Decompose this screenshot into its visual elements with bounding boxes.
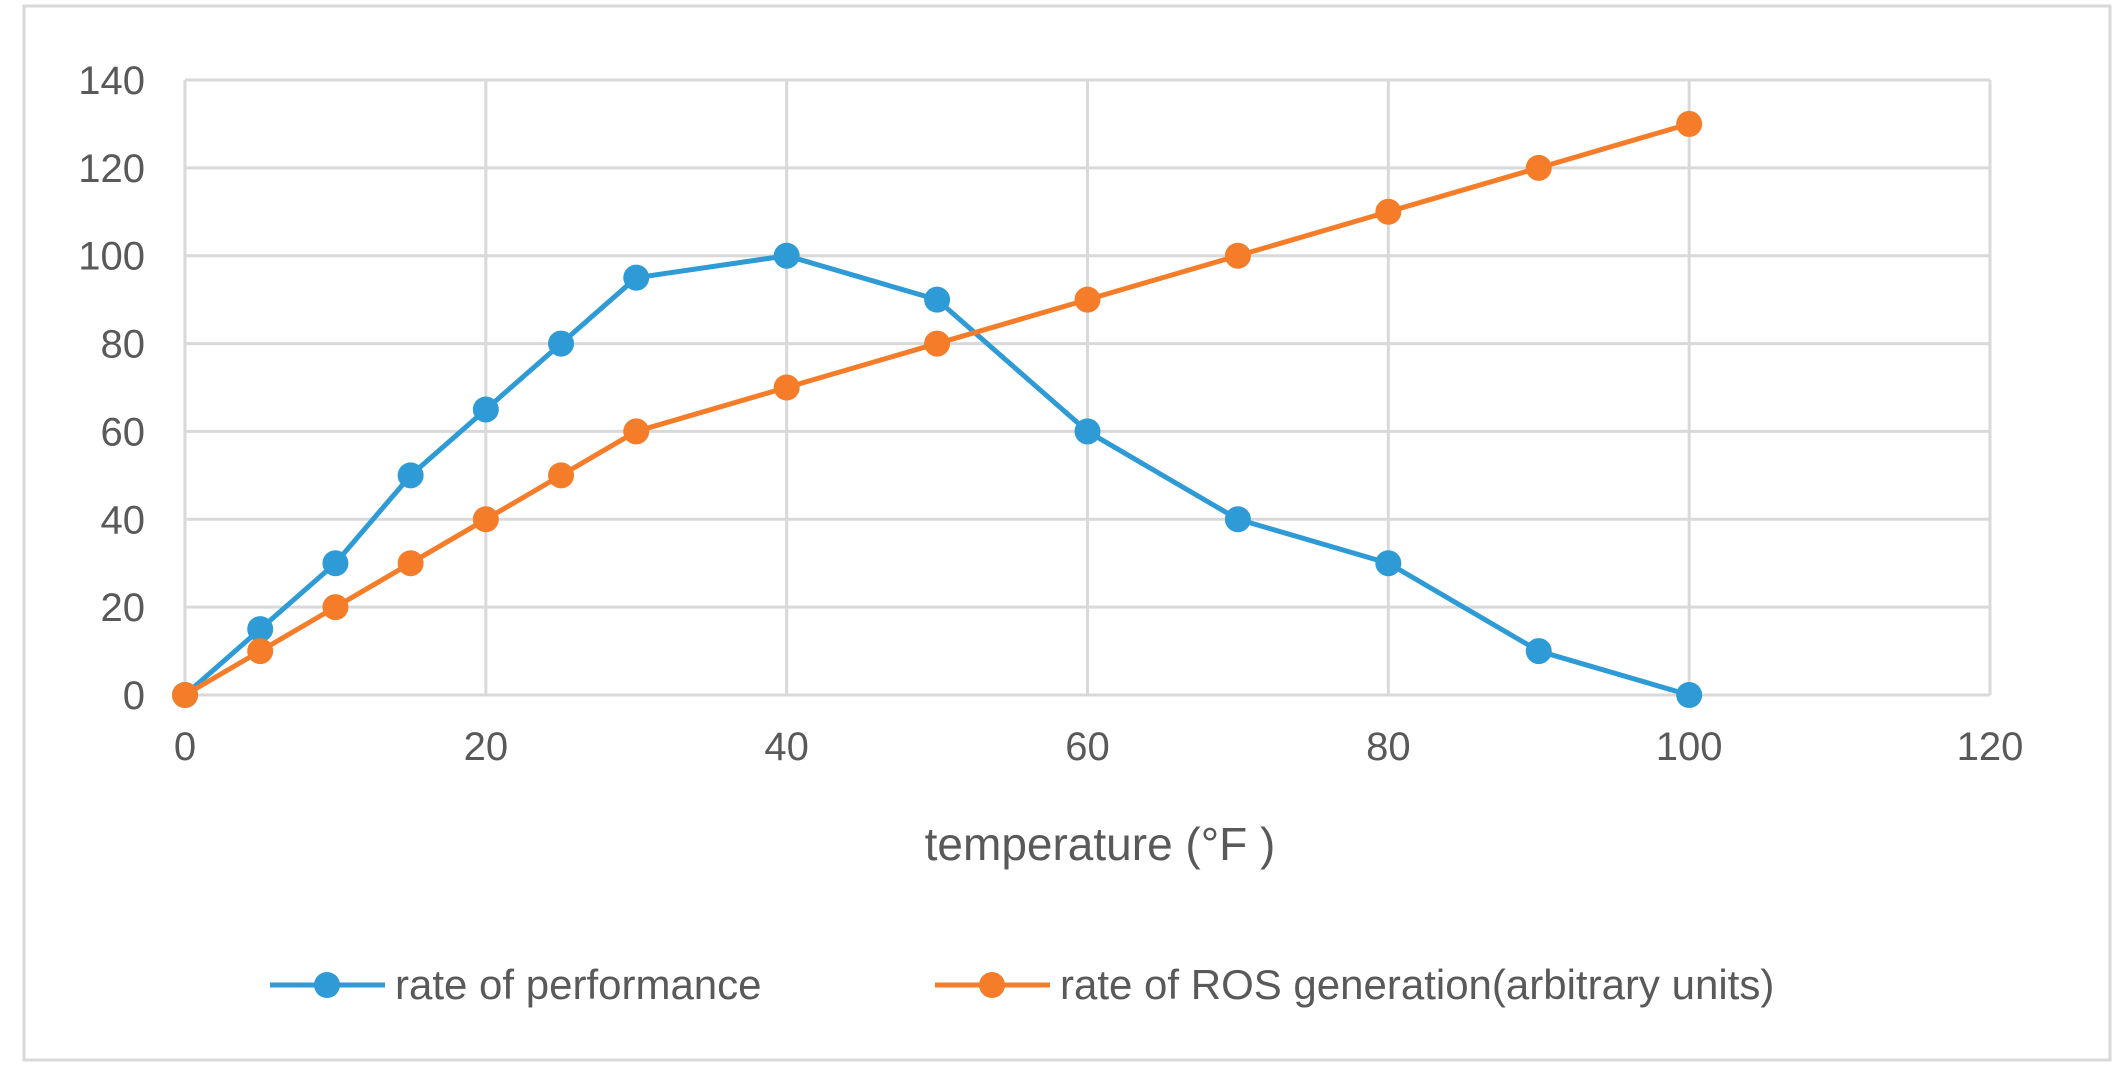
data-point [1074,286,1101,313]
series-group [172,110,1703,708]
y-tick-label: 20 [101,586,146,630]
data-point [472,506,499,533]
x-tick-label: 40 [764,725,809,769]
series-line [183,253,1690,698]
y-tick-label: 120 [78,147,145,191]
y-tick-label: 40 [101,498,146,542]
x-tick-label: 80 [1366,725,1411,769]
data-point [1074,418,1101,445]
data-point [172,682,198,708]
series-1 [172,242,1703,708]
data-point [397,550,424,577]
data-point [397,462,424,489]
legend-label: rate of performance [395,961,762,1008]
data-point [1525,638,1552,665]
legend-item: rate of performance [270,961,762,1008]
legend-item: rate of ROS generation(arbitrary units) [935,961,1774,1008]
chart-border [22,4,2112,1062]
data-point [924,330,951,357]
x-tick-label: 120 [1957,725,2024,769]
x-tick-label: 20 [464,725,509,769]
data-point [1676,110,1703,137]
data-point [1525,154,1552,181]
data-point [247,638,274,665]
x-tick-label: 60 [1065,725,1110,769]
series-line [183,121,1690,698]
series-2 [172,110,1703,708]
y-axis-ticks: 0 20 40 60 80 100 120 140 [78,59,145,718]
data-point [924,286,951,313]
y-tick-label: 60 [101,410,146,454]
data-point [548,462,575,489]
x-tick-label: 0 [174,725,196,769]
data-point [1224,242,1251,269]
data-point [247,616,274,643]
data-point [773,374,800,401]
data-point [322,550,349,577]
y-tick-label: 80 [101,323,146,367]
legend-marker [314,972,340,998]
x-axis-ticks: 0 20 40 60 80 100 120 [174,725,2024,769]
data-point [773,242,800,269]
data-point [1224,506,1251,533]
y-tick-label: 0 [123,674,145,718]
legend-marker [979,972,1005,998]
data-point [1375,550,1402,577]
data-point [1676,682,1703,708]
y-tick-label: 140 [78,59,145,103]
x-tick-label: 100 [1656,725,1723,769]
data-point [548,330,575,357]
legend-label: rate of ROS generation(arbitrary units) [1060,961,1774,1008]
data-point [472,396,499,423]
x-axis-title: temperature (°F ) [925,818,1276,870]
y-tick-label: 100 [78,235,145,279]
data-point [322,594,349,621]
data-point [1375,198,1402,225]
data-point [623,264,650,291]
legend: rate of performance rate of ROS generatio… [270,961,1774,1008]
data-point [623,418,650,445]
